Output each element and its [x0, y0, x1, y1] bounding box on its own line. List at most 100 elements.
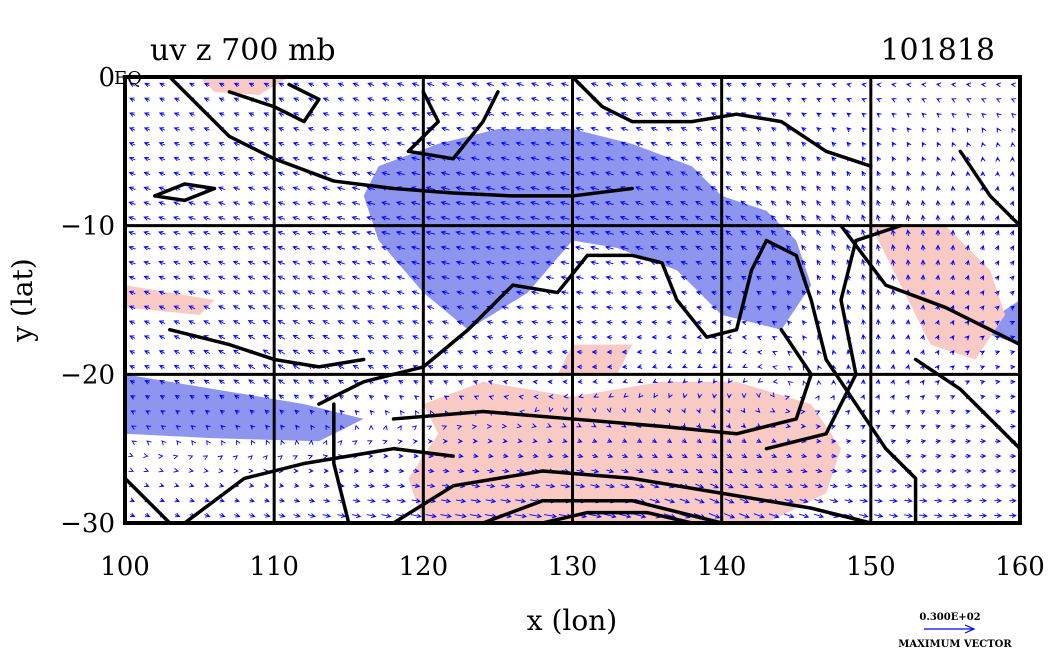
wind-vector [635, 260, 644, 266]
wind-vector [203, 349, 211, 355]
legend-arrow-head [964, 624, 976, 634]
wind-vector [845, 483, 853, 489]
wind-vector [949, 319, 955, 326]
wind-vector [175, 410, 181, 415]
wind-vector [173, 156, 181, 162]
wind-vector [249, 497, 255, 503]
wind-vector [846, 141, 852, 147]
x-axis-label: x (lon) [527, 604, 617, 637]
wind-vector [575, 141, 584, 147]
wind-vector [694, 498, 705, 504]
wind-vector [277, 455, 283, 461]
wind-vector [906, 112, 912, 118]
wind-vector [293, 513, 301, 518]
wind-vector [965, 438, 972, 444]
wind-vector [232, 245, 241, 251]
wind-vector [248, 468, 254, 474]
wind-vector [175, 425, 181, 430]
wind-vector [861, 185, 867, 192]
wind-vector [485, 245, 495, 251]
wind-vector [816, 156, 822, 162]
contour-line [570, 77, 873, 168]
wind-vector [665, 127, 673, 132]
wind-vector [1009, 260, 1015, 266]
x-tick-label: 150 [846, 552, 896, 582]
wind-vector [936, 141, 942, 148]
wind-vector [323, 483, 330, 488]
wind-vector [680, 230, 689, 236]
wind-vector [352, 498, 361, 503]
wind-vector [410, 245, 421, 251]
wind-vector [562, 407, 568, 413]
wind-vector [143, 216, 151, 221]
wind-vector [470, 230, 480, 236]
wind-vector [708, 513, 721, 519]
wind-vector [710, 215, 718, 221]
wind-vector [485, 215, 495, 221]
wind-vector [351, 245, 361, 251]
wind-vector [830, 410, 836, 415]
wind-vector [740, 156, 747, 162]
wind-vector [262, 201, 270, 206]
wind-vector [1009, 185, 1015, 192]
wind-vector [500, 97, 509, 102]
wind-vector [144, 482, 150, 488]
wind-vector [679, 215, 689, 221]
wind-vector [428, 395, 435, 401]
wind-vector [921, 98, 927, 103]
x-tick-label: 160 [995, 552, 1045, 582]
wind-vector [831, 229, 836, 237]
wind-vector [158, 112, 165, 117]
wind-vector [262, 186, 270, 191]
wind-vector [618, 513, 632, 519]
wind-vector [248, 127, 255, 132]
wind-vector [591, 422, 597, 428]
wind-vector [472, 350, 479, 355]
wind-vector [471, 82, 480, 87]
wind-vector [608, 393, 614, 398]
wind-vector [129, 82, 135, 88]
wind-vector [876, 170, 882, 177]
wind-vector [800, 468, 808, 474]
wind-vector [1009, 498, 1017, 504]
wind-vector [981, 127, 987, 133]
wind-vector [560, 141, 569, 147]
wind-vector [425, 186, 436, 191]
wind-vector [727, 363, 733, 369]
wind-vector [786, 259, 792, 266]
wind-vector [696, 349, 703, 354]
wind-vector [995, 438, 1002, 444]
wind-vector [487, 379, 494, 385]
wind-vector [485, 260, 495, 266]
wind-vector [457, 380, 464, 385]
wind-vector [426, 320, 434, 325]
wind-vector [845, 439, 852, 444]
wind-vector [1009, 320, 1016, 326]
wind-vector [440, 230, 451, 236]
wind-vector [292, 455, 299, 460]
wind-vector [173, 305, 181, 310]
wind-vector [619, 230, 629, 236]
wind-vector [635, 483, 645, 489]
wind-vector [861, 258, 866, 266]
wind-vector [159, 395, 166, 400]
wind-vector [561, 423, 567, 428]
wind-vector [441, 82, 450, 87]
wind-vector [129, 335, 136, 340]
wind-vector [440, 260, 450, 266]
wind-vector [277, 349, 286, 355]
wind-vector [128, 245, 136, 251]
wind-vector [159, 97, 165, 102]
wind-vector [785, 423, 792, 429]
wind-vector [620, 483, 630, 489]
wind-vector [143, 305, 151, 310]
wind-vector [876, 199, 881, 207]
wind-vector [307, 141, 315, 147]
wind-vector [128, 230, 136, 236]
wind-vector [621, 468, 630, 474]
wind-vector [950, 200, 956, 206]
wind-vector [891, 82, 897, 88]
wind-vector [277, 305, 286, 310]
wind-vector [756, 82, 762, 88]
wind-vector [949, 304, 955, 311]
